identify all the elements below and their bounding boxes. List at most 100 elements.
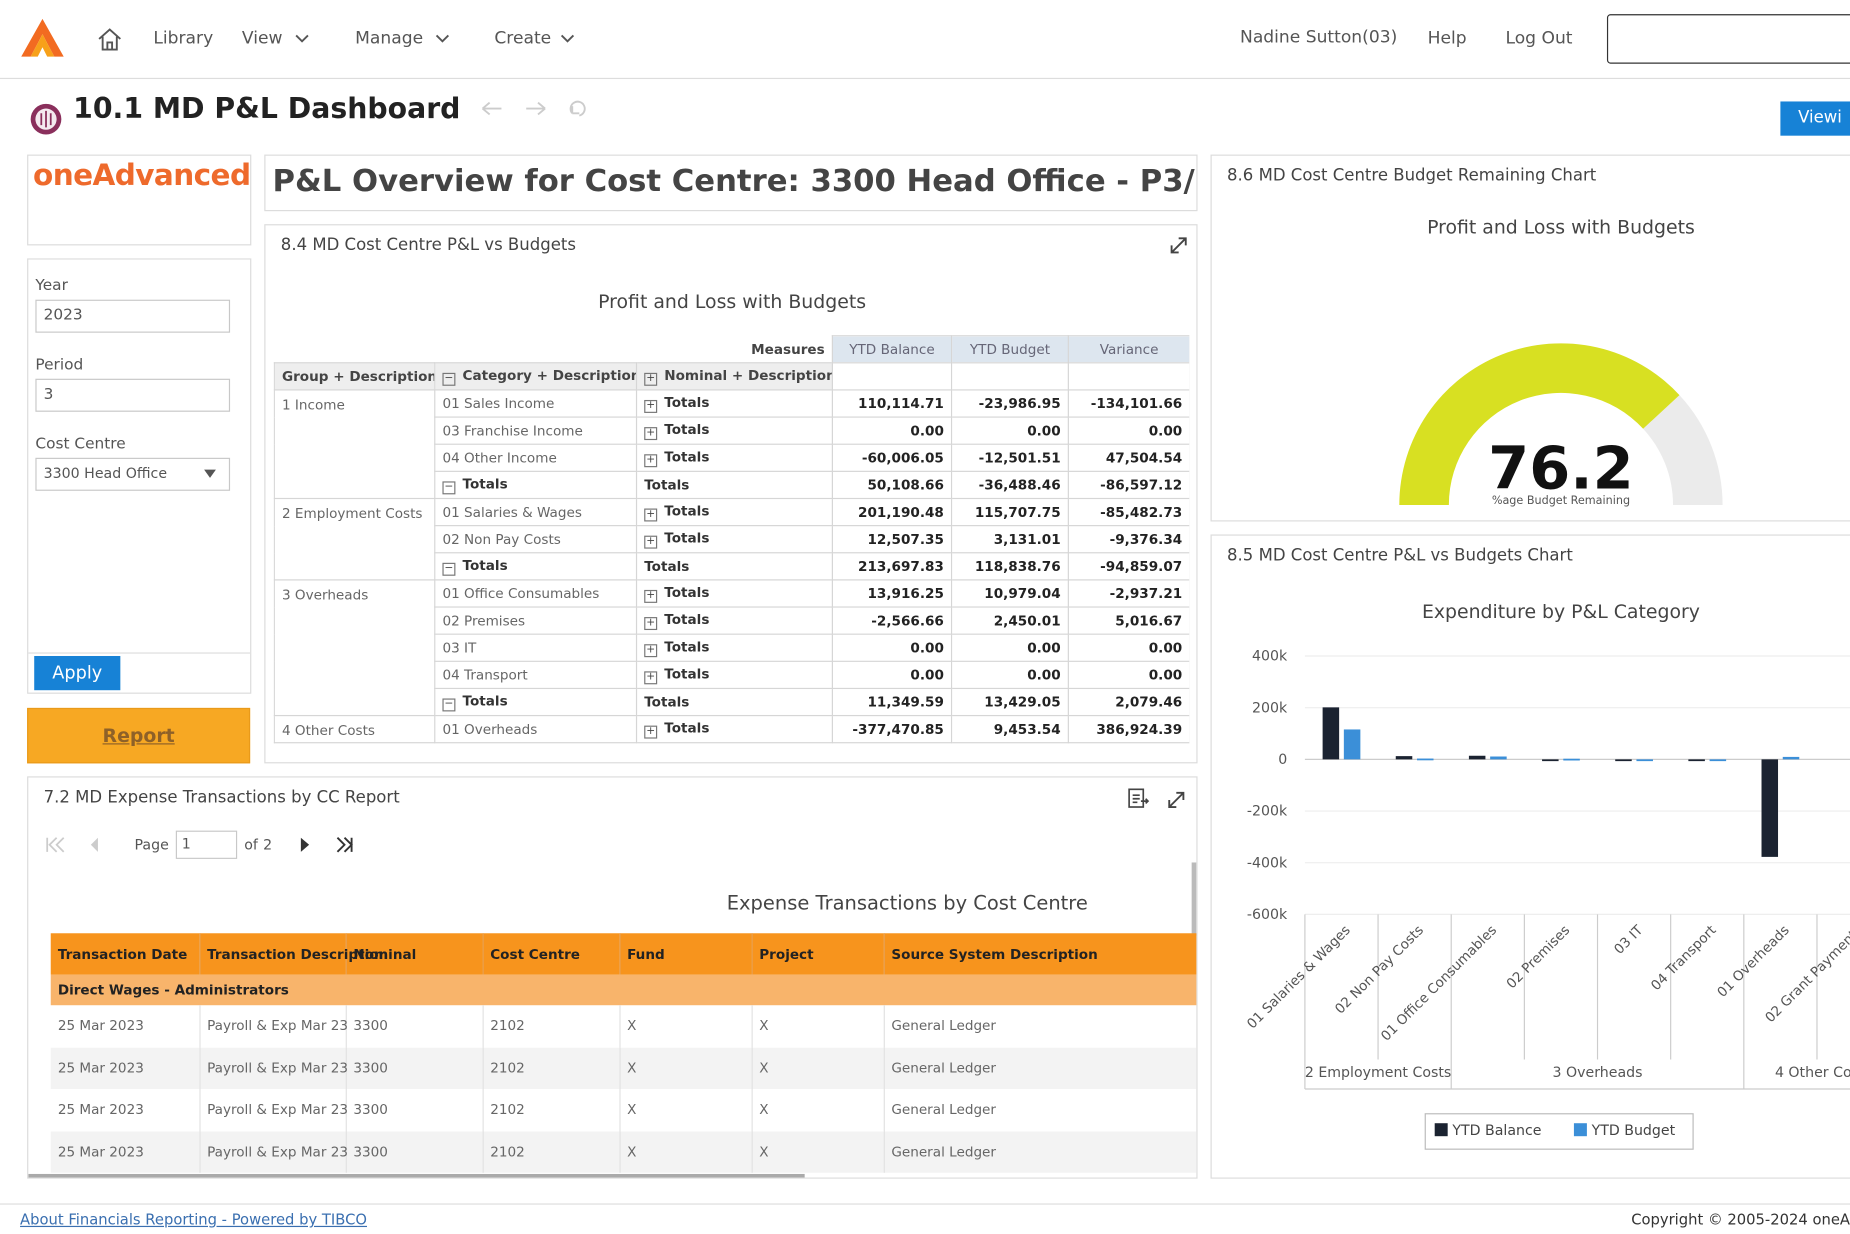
expand-icon[interactable]: +: [644, 399, 658, 413]
value-cell: -9,376.34: [1067, 525, 1190, 554]
nominal-cell: + Totals: [635, 714, 833, 744]
chevron[interactable]: [435, 33, 450, 45]
dropdown-arrow[interactable]: [203, 468, 217, 480]
category-text: 01 Sales Income: [442, 395, 555, 412]
value-cell: -377,470.85: [831, 714, 953, 744]
group-label: Direct Wages - Administrators: [50, 974, 1197, 1006]
cell: X: [619, 1089, 753, 1131]
expand-icon[interactable]: +: [644, 427, 658, 441]
nav-item[interactable]: Create: [494, 29, 552, 49]
panel-icons[interactable]: [1126, 787, 1192, 811]
scrollbar-v[interactable]: [1191, 862, 1197, 936]
chevron[interactable]: [560, 33, 575, 45]
category-text: 02 Non Pay Costs: [442, 530, 561, 548]
category-text: 03 IT: [442, 639, 477, 656]
expand-icon[interactable]: +: [644, 508, 658, 522]
value-cell: 12,507.35: [831, 525, 953, 554]
nav-item[interactable]: View: [241, 29, 283, 49]
value-cell: 386,924.39: [1067, 714, 1190, 744]
category-cell: 02 Premises: [434, 606, 638, 635]
logout-link[interactable]: Log Out: [1505, 29, 1573, 49]
bar: [1761, 759, 1779, 857]
expand-icon[interactable]: +: [644, 617, 658, 631]
chevron-path: [435, 34, 450, 43]
nominal-cell: + Totals: [635, 525, 833, 554]
collapse-icon[interactable]: −: [442, 481, 456, 495]
chevron[interactable]: [295, 33, 309, 45]
search-box[interactable]: [1606, 14, 1850, 64]
value-cell: 0.00: [950, 416, 1069, 445]
y-tick-label: 0: [1278, 752, 1287, 768]
pivot-row: 1 Income 01 Sales Income + Totals 110,114.71…: [273, 389, 1190, 500]
cell: X: [751, 1089, 885, 1131]
y-tick-label: -200k: [1247, 804, 1288, 820]
expand-icon[interactable]: +: [644, 535, 658, 549]
value-cell: 2,079.46: [1067, 687, 1190, 717]
expand-icon[interactable]: +: [644, 725, 658, 739]
period-input[interactable]: 3: [35, 378, 231, 412]
category-cell: 01 Sales Income: [434, 389, 638, 418]
category-cell: 01 Office Consumables: [434, 579, 638, 608]
pager-forward[interactable]: [297, 834, 356, 855]
pager-back[interactable]: [42, 834, 125, 855]
group-row: Direct Wages - Administrators: [50, 974, 1197, 1006]
value-cell: -85,482.73: [1067, 497, 1190, 527]
expand-icon[interactable]: +: [644, 454, 658, 468]
expand-icon[interactable]: +: [644, 644, 658, 658]
gauge-arc: [1399, 343, 1680, 505]
chevron-path: [560, 34, 575, 43]
x-tick-label: 03 IT: [1611, 922, 1647, 958]
undo-redo[interactable]: [478, 97, 596, 121]
bar: [1542, 759, 1559, 762]
category-cell: − Totals: [434, 470, 638, 500]
nominal-cell: + Totals: [635, 660, 833, 690]
cost-centre-select[interactable]: 3300 Head Office: [35, 457, 231, 491]
value-cell: 213,697.83: [831, 552, 953, 581]
expand-icon[interactable]: +: [644, 589, 658, 603]
panel-title: 8.5 MD Cost Centre P&L vs Budgets Chart: [1227, 546, 1573, 566]
group-cell: 4 Other Costs: [273, 714, 436, 744]
nav-item[interactable]: Manage: [355, 29, 424, 49]
report-button[interactable]: Report: [27, 707, 251, 764]
value-cell: 201,190.48: [831, 497, 953, 527]
footer-link[interactable]: About Financials Reporting - Powered by …: [20, 1210, 367, 1229]
collapse-icon[interactable]: −: [442, 698, 456, 712]
page-input[interactable]: 1: [175, 830, 238, 859]
viewing-button[interactable]: Viewi: [1780, 101, 1850, 136]
category-cell: 01 Salaries & Wages: [434, 497, 638, 527]
value-cell: -2,566.66: [831, 606, 953, 635]
cell: X: [751, 1130, 885, 1173]
value-cell: 5,016.67: [1067, 606, 1190, 635]
collapse-icon[interactable]: −: [442, 562, 456, 576]
nav-item[interactable]: Library: [153, 29, 214, 49]
pivot-row: 03 IT + Totals 0.00 0.00 0.00: [274, 633, 1190, 662]
year-input[interactable]: 2023: [35, 299, 231, 333]
overview-title: P&L Overview for Cost Centre: 3300 Head …: [272, 163, 1198, 200]
pivot-row: 2 Employment Costs 01 Salaries & Wages + To…: [273, 497, 1190, 581]
apply-button[interactable]: Apply: [34, 655, 121, 691]
help-link[interactable]: Help: [1427, 29, 1467, 49]
collapse-icon[interactable]: −: [442, 372, 456, 386]
group-cell: 3 Overheads: [273, 579, 436, 717]
page-title: 10.1 MD P&L Dashboard: [73, 92, 461, 126]
data-row: 25 Mar 2023 Payroll & Exp Mar 23 3300 2102 X…: [50, 1130, 1197, 1173]
expand-icon[interactable]: +: [644, 671, 658, 685]
expand-icon[interactable]: [1168, 235, 1189, 256]
nominal-cell: Totals: [635, 687, 833, 717]
value-cell: -12,501.51: [950, 443, 1069, 472]
x-tick-label: 02 Premises: [1504, 922, 1574, 992]
value-cell: 0.00: [1067, 416, 1190, 445]
home-icon[interactable]: [96, 26, 124, 52]
scrollbar-h[interactable]: [28, 1173, 805, 1178]
column-header: Nominal: [345, 933, 484, 975]
pivot-table: Measures YTD Balance YTD Budget Variance Gro…: [273, 335, 1190, 744]
user-name[interactable]: Nadine Sutton(03): [1240, 28, 1398, 48]
pivot-row: 03 Franchise Income + Totals 0.00 0.00 0.00: [274, 416, 1190, 445]
logo[interactable]: [19, 17, 66, 59]
empty-cell: [1067, 362, 1190, 391]
value-cell: 0.00: [831, 660, 953, 690]
collapse-icon[interactable]: +: [644, 372, 658, 386]
y-tick-label: -600k: [1247, 907, 1288, 923]
column-header: Fund: [619, 933, 753, 975]
